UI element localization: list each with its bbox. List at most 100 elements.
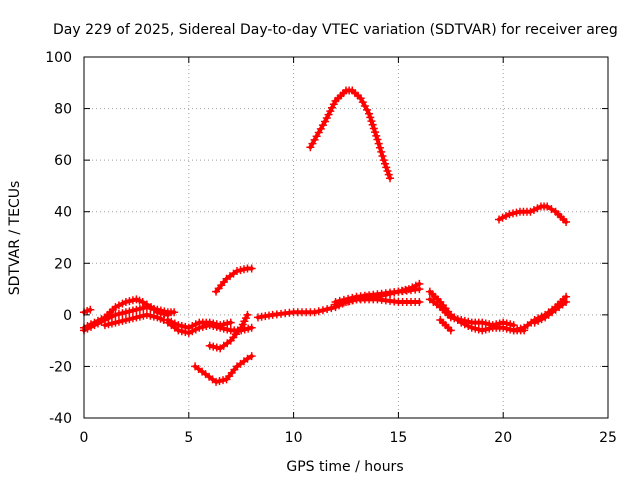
data-point-marker	[485, 320, 494, 329]
data-point-marker	[104, 320, 113, 329]
data-point-marker	[372, 131, 381, 140]
data-point-marker	[111, 303, 120, 312]
data-point-marker	[128, 314, 137, 323]
series-track-i	[212, 264, 256, 296]
data-point-marker	[212, 377, 221, 386]
series-track-b	[80, 303, 179, 335]
data-point-marker	[335, 299, 344, 308]
data-point-marker	[181, 322, 190, 331]
data-point-marker	[529, 205, 538, 214]
data-point-marker	[344, 297, 353, 306]
data-point-marker	[107, 312, 116, 321]
axis-ticks: 0 5 10 15 20 25 -40 -20 0 20 40 60 80 100	[45, 50, 617, 446]
data-point-marker	[478, 326, 487, 335]
data-point-marker	[404, 285, 413, 294]
data-point-marker	[411, 281, 420, 290]
data-point-marker	[457, 316, 466, 325]
data-point-marker	[512, 208, 521, 217]
x-axis-label: GPS time / hours	[286, 459, 403, 475]
data-point-marker	[562, 297, 571, 306]
data-point-marker	[495, 319, 504, 328]
data-point-marker	[188, 322, 197, 331]
data-point-marker	[562, 218, 571, 227]
data-series	[80, 86, 571, 386]
data-point-marker	[219, 320, 228, 329]
data-point-marker	[216, 321, 225, 330]
y-axis-label: SDTVAR / TECUs	[7, 181, 23, 296]
grid-lines	[84, 57, 608, 418]
y-tick-label: 40	[54, 205, 72, 221]
data-point-marker	[365, 109, 374, 118]
data-point-marker	[446, 326, 455, 335]
data-point-marker	[111, 310, 120, 319]
data-point-marker	[209, 319, 218, 328]
data-point-marker	[118, 299, 127, 308]
series-track	[308, 88, 393, 181]
data-point-marker	[139, 303, 148, 312]
data-point-marker	[90, 321, 99, 330]
data-point-marker	[243, 354, 252, 363]
data-point-marker	[369, 124, 378, 133]
data-point-marker	[502, 319, 511, 328]
data-point-marker	[132, 313, 141, 322]
data-point-marker	[139, 311, 148, 320]
data-point-marker	[191, 320, 200, 329]
x-tick-label: 0	[80, 430, 89, 446]
data-point-marker	[125, 297, 134, 306]
data-point-marker	[453, 315, 462, 324]
series-track-d	[100, 310, 168, 330]
data-point-marker	[368, 120, 377, 129]
series-track-f	[163, 316, 235, 332]
data-point-marker	[339, 298, 348, 307]
data-point-marker	[380, 159, 389, 168]
data-point-marker	[247, 352, 256, 361]
data-point-marker	[318, 306, 327, 315]
data-point-marker	[142, 310, 151, 319]
data-point-marker	[383, 166, 392, 175]
data-point-marker	[481, 319, 490, 328]
series-track-p	[436, 316, 455, 335]
data-point-marker	[212, 320, 221, 329]
data-point-marker	[163, 316, 172, 325]
series-track-o	[425, 295, 518, 330]
data-point-marker	[100, 321, 109, 330]
data-point-marker	[501, 212, 510, 221]
series-track-h	[205, 310, 252, 353]
data-point-marker	[205, 318, 214, 327]
data-point-marker	[537, 315, 546, 324]
data-point-marker	[156, 306, 165, 315]
data-point-marker	[348, 296, 357, 305]
x-tick-label: 10	[285, 430, 303, 446]
data-point-marker	[97, 317, 106, 326]
data-point-marker	[125, 315, 134, 324]
data-point-marker	[526, 207, 535, 216]
y-tick-label: 20	[54, 256, 72, 272]
data-point-marker	[509, 326, 518, 335]
data-point-marker	[215, 377, 224, 386]
data-point-marker	[379, 156, 388, 165]
data-point-marker	[450, 314, 459, 323]
series-track-l	[331, 295, 424, 309]
data-point-marker	[236, 266, 245, 275]
data-point-marker	[314, 307, 323, 316]
data-point-marker	[114, 301, 123, 310]
data-point-marker	[533, 204, 542, 213]
y-tick-label: 80	[54, 102, 72, 118]
data-point-marker	[247, 323, 256, 332]
y-tick-label: 0	[63, 308, 72, 324]
data-point-marker	[111, 318, 120, 327]
data-point-marker	[543, 202, 552, 211]
data-point-marker	[128, 306, 137, 315]
plot-frame	[83, 56, 609, 419]
data-point-marker	[446, 313, 455, 322]
data-point-marker	[321, 117, 330, 126]
data-point-marker	[244, 324, 253, 333]
data-point-marker	[135, 312, 144, 321]
x-tick-label: 25	[599, 430, 617, 446]
data-point-marker	[386, 174, 395, 183]
data-point-marker	[107, 319, 116, 328]
data-point-marker	[205, 341, 214, 350]
data-point-marker	[160, 307, 169, 316]
data-point-marker	[322, 114, 331, 123]
